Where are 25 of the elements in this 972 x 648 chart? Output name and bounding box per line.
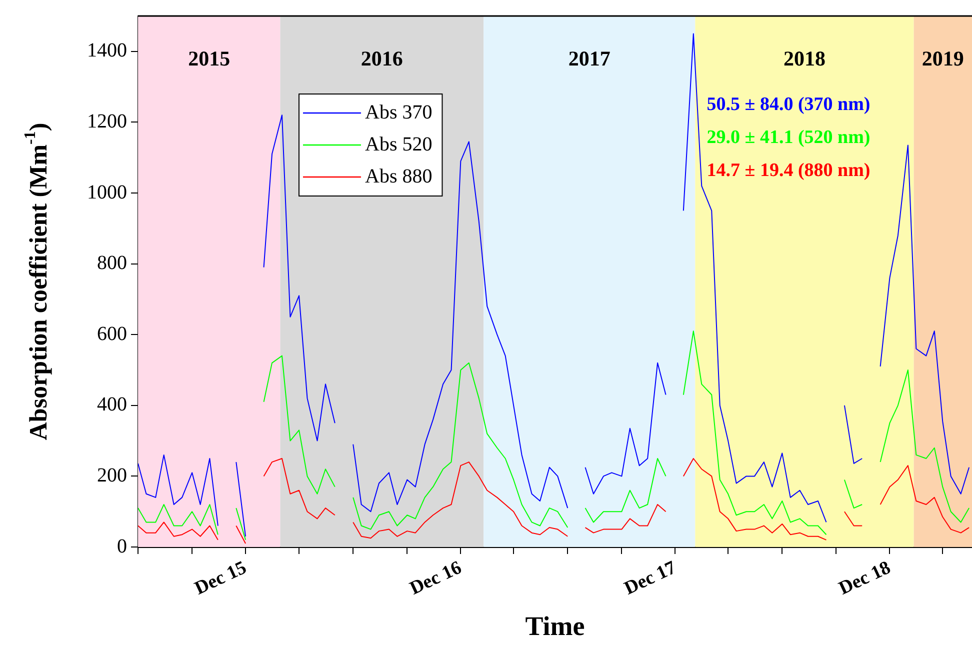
x-axis-title: Time: [525, 610, 585, 641]
legend-label: Abs 520: [365, 133, 432, 156]
band-label: 2015: [188, 46, 230, 70]
y-tick-label: 400: [97, 394, 127, 416]
x-tick-label: Dec 17: [621, 557, 680, 600]
y-tick-label: 600: [97, 322, 127, 345]
x-tick-label: Dec 15: [192, 557, 250, 600]
x-tick-label: Dec 18: [836, 557, 894, 600]
y-tick-label: 800: [97, 252, 127, 274]
annotation: 29.0 ± 41.1 (520 nm): [706, 126, 870, 148]
y-tick-label: 1200: [87, 110, 127, 132]
band-label: 2016: [360, 46, 403, 70]
annotation: 14.7 ± 19.4 (880 nm): [706, 160, 870, 181]
y-tick-label: 0: [117, 535, 127, 558]
band-label: 2017: [568, 46, 610, 70]
y-axis-title: Absorption coefficient (Mm-1): [22, 122, 52, 440]
y-tick-label: 200: [97, 464, 127, 486]
band-label: 2019: [922, 46, 964, 70]
legend-label: Abs 370: [365, 101, 432, 124]
legend-label: Abs 880: [365, 165, 432, 188]
annotation: 50.5 ± 84.0 (370 nm): [706, 94, 870, 115]
x-tick-label: Dec 16: [406, 557, 465, 600]
band-label: 2018: [783, 46, 826, 70]
y-tick-label: 1400: [87, 40, 127, 62]
y-tick-label: 1000: [87, 181, 127, 204]
